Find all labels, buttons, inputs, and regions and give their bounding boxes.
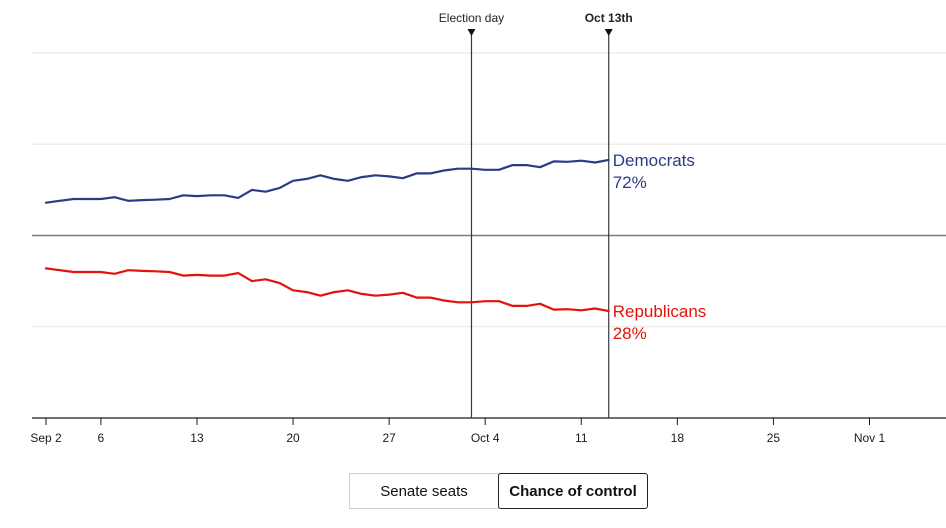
x-tick-label: 18 [671, 431, 685, 445]
x-tick-label: Sep 2 [30, 431, 62, 445]
chance-of-control-chart: Sep 2 6 13 20 27 Oct 4 11 18 25 Nov 1 Oct 13th Elec… [30, 11, 946, 445]
x-tick-label: Oct 4 [471, 431, 500, 445]
x-tick-label: 25 [767, 431, 781, 445]
series-label-republicans: Republicans [613, 302, 707, 321]
x-tick-label: 6 [98, 431, 105, 445]
x-tick-label: 27 [382, 431, 396, 445]
x-tick-label: 13 [190, 431, 204, 445]
series-value-republicans: 28% [613, 324, 647, 343]
x-tick-label: Nov 1 [854, 431, 886, 445]
marker-label: Election day [439, 11, 504, 25]
series-line-democrats [44, 158, 610, 204]
x-tick-label: 11 [575, 431, 588, 445]
marker-label: Oct 13th [585, 11, 633, 25]
x-tick-label: 20 [286, 431, 300, 445]
marker-arrow-icon [467, 29, 476, 36]
series-label-democrats: Democrats [613, 151, 695, 170]
marker-arrow-icon [604, 29, 613, 36]
series-value-democrats: 72% [613, 173, 647, 192]
senate-seats-button[interactable]: Senate seats [349, 473, 499, 509]
series-line-republicans [44, 267, 610, 313]
chance-of-control-button[interactable]: Chance of control [498, 473, 648, 509]
